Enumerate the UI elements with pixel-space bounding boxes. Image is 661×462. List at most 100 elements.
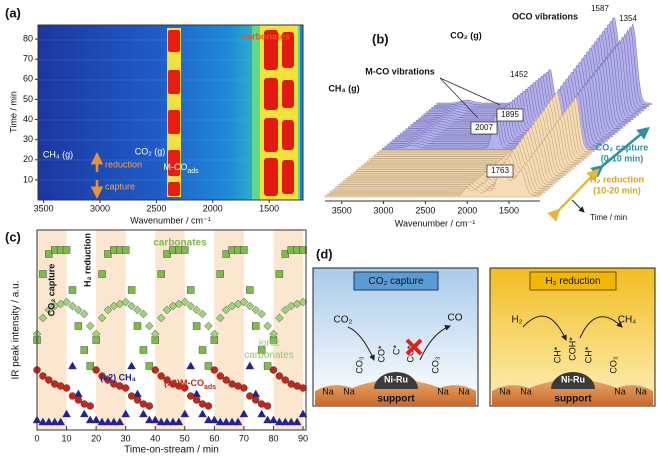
- point: [215, 417, 225, 426]
- point: [192, 396, 201, 404]
- point: [62, 384, 71, 392]
- peak-label: 1763: [491, 166, 509, 175]
- period-label: CO₂ capture: [46, 264, 56, 317]
- point: [168, 417, 178, 426]
- point: [98, 372, 106, 380]
- point: [257, 309, 266, 319]
- point: [104, 250, 112, 258]
- band-hot: [282, 80, 294, 108]
- point: [269, 366, 278, 374]
- point: [240, 246, 248, 254]
- point: [187, 286, 195, 294]
- support-shape: [315, 379, 476, 406]
- x-tick-label: 2000: [457, 205, 477, 215]
- point: [281, 376, 290, 384]
- point: [38, 313, 48, 323]
- point: [275, 270, 284, 278]
- point: [180, 297, 190, 307]
- x-tick-label: 50: [180, 433, 190, 443]
- point: [275, 313, 284, 323]
- reduction-header: [529, 271, 617, 291]
- gas-in: H₂: [511, 315, 522, 326]
- x-axis-label: Wavenumber / cm⁻¹: [395, 218, 475, 228]
- peak-label: 1587: [591, 4, 609, 13]
- point: [86, 402, 94, 410]
- point: [198, 409, 207, 418]
- leader: [439, 77, 479, 119]
- point: [298, 409, 308, 418]
- point: [45, 250, 53, 258]
- series-label-text: (x2)M-CO: [164, 378, 204, 388]
- point: [263, 415, 272, 424]
- band-hot: [168, 70, 180, 94]
- arrow: [347, 326, 375, 361]
- x-tick-label: 30: [121, 433, 131, 443]
- point: [275, 417, 284, 426]
- point: [80, 309, 89, 319]
- point: [121, 384, 130, 392]
- gas-out: CH₄: [618, 315, 637, 326]
- promoter: Na: [614, 386, 626, 396]
- annotation: M-COads: [163, 162, 199, 175]
- point: [97, 417, 107, 426]
- band-hot: [264, 78, 278, 110]
- point: [245, 301, 255, 311]
- point: [233, 417, 243, 426]
- time-arrow: [571, 199, 585, 213]
- metal-particle: [374, 372, 418, 389]
- annotation-text: M-CO: [163, 162, 187, 172]
- point: [150, 415, 160, 424]
- x-tick-label: 2500: [415, 205, 435, 215]
- support: support: [554, 394, 592, 405]
- point: [86, 362, 94, 370]
- x-axis-label: Time-on-stream / min: [124, 445, 219, 456]
- x-tick-label: 10: [62, 433, 72, 443]
- point: [98, 270, 106, 278]
- point: [139, 346, 148, 354]
- point: [198, 346, 207, 354]
- point: [115, 417, 125, 426]
- point: [92, 366, 100, 374]
- y-tick-label: 20: [23, 154, 33, 164]
- label-box: [470, 121, 498, 135]
- peak-label: 2007: [475, 123, 493, 132]
- point: [74, 396, 83, 404]
- point: [133, 396, 142, 404]
- point: [281, 305, 290, 315]
- metal: Ni-Ru: [561, 374, 585, 384]
- band-hot: [168, 30, 180, 52]
- point: [292, 417, 302, 426]
- point: [156, 313, 166, 323]
- band-hot: [282, 160, 294, 194]
- gas-in: CO₂: [334, 315, 353, 326]
- capture-label: (0-10 min): [601, 153, 644, 163]
- point: [121, 409, 131, 418]
- point: [157, 270, 165, 278]
- support-shape: [492, 379, 653, 406]
- panel-label: (b): [372, 31, 389, 46]
- arrow: [419, 325, 451, 361]
- band-hot: [282, 120, 294, 150]
- species: CH*: [552, 346, 562, 363]
- species: CO*: [405, 345, 415, 363]
- point: [263, 362, 272, 370]
- point: [204, 415, 213, 424]
- annotation: capture: [105, 181, 135, 191]
- period-band: [96, 230, 126, 430]
- point: [121, 297, 130, 307]
- x-tick-label: 20: [91, 433, 101, 443]
- period-band: [214, 230, 244, 430]
- series-label-text: ionic carbonates: [244, 338, 294, 361]
- x-tick-label: 90: [298, 433, 308, 443]
- series-label: ionic carbonates: [244, 338, 294, 361]
- x-tick-label: 2000: [203, 203, 223, 213]
- x-tick-label: 3000: [374, 205, 394, 215]
- point: [145, 321, 154, 331]
- arrow: [579, 316, 623, 339]
- gas-out: CO: [448, 313, 463, 324]
- point: [227, 417, 237, 426]
- point: [68, 361, 77, 370]
- point: [251, 305, 261, 315]
- point: [174, 417, 184, 426]
